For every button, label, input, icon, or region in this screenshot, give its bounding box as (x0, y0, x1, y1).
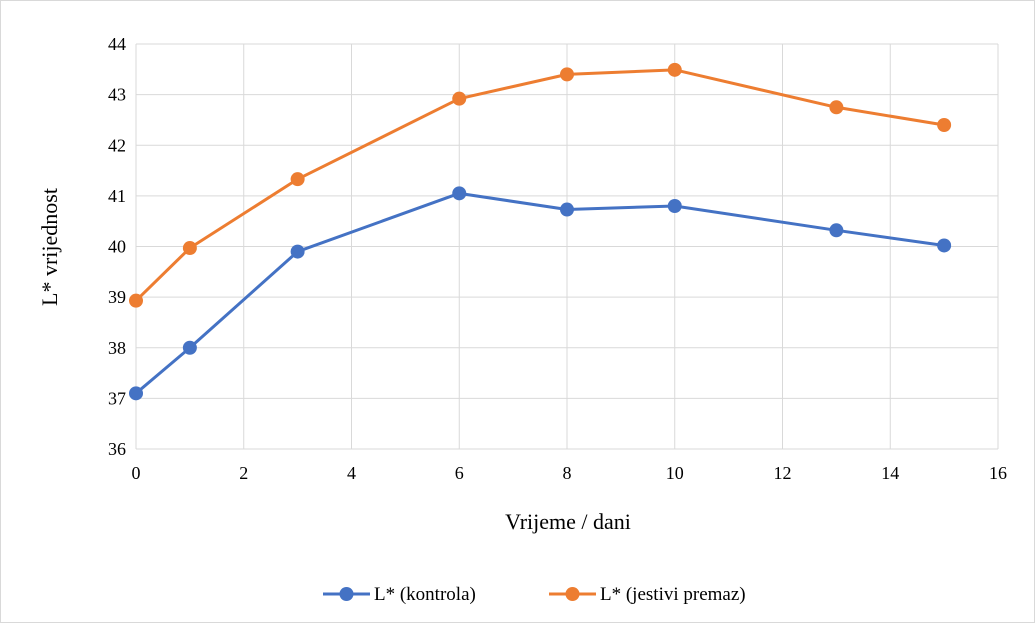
x-axis-title: Vrijeme / dani (505, 509, 631, 534)
data-point (452, 91, 467, 106)
data-point (129, 293, 143, 308)
data-point (829, 223, 844, 238)
x-tick-label: 6 (455, 463, 464, 483)
legend-marker (339, 587, 354, 601)
data-point (182, 241, 197, 256)
y-tick-label: 41 (108, 186, 126, 206)
x-tick-label: 0 (132, 463, 141, 483)
x-tick-label: 10 (666, 463, 684, 483)
x-tick-label: 16 (989, 463, 1007, 483)
data-point (452, 186, 467, 201)
series-group (129, 62, 952, 401)
x-axis-ticks: 0 2 4 6 8 10 12 14 16 (132, 463, 1008, 483)
gridlines (135, 43, 999, 450)
data-point (667, 199, 682, 213)
y-axis-title: L* vrijednost (37, 188, 62, 306)
y-tick-label: 40 (108, 237, 126, 257)
data-point (560, 202, 574, 217)
series-line (134, 68, 945, 302)
y-axis-ticks: 36 37 38 39 40 41 42 43 44 (108, 34, 126, 459)
legend-label: L* (jestivi premaz) (600, 584, 746, 605)
y-tick-label: 38 (108, 338, 126, 358)
y-tick-label: 37 (108, 388, 126, 408)
y-tick-label: 44 (108, 34, 126, 54)
legend-label: L* (kontrola) (374, 584, 476, 605)
x-tick-label: 12 (774, 463, 792, 483)
legend-entry: L* (jestivi premaz) (549, 584, 746, 605)
legend-marker (565, 587, 580, 601)
series-1 (129, 186, 952, 401)
x-tick-label: 4 (347, 463, 356, 483)
data-point (182, 340, 197, 355)
data-point (667, 62, 682, 77)
data-point (290, 244, 305, 259)
y-tick-label: 42 (108, 135, 126, 155)
data-point (560, 67, 574, 82)
y-tick-label: 39 (108, 287, 126, 307)
data-point (290, 172, 305, 187)
x-tick-label: 14 (881, 463, 899, 483)
y-tick-label: 36 (108, 439, 126, 459)
data-point (937, 118, 952, 132)
series-line (135, 191, 945, 395)
legend-entry: L* (kontrola) (323, 584, 476, 605)
x-tick-label: 8 (563, 463, 572, 483)
series-2 (129, 62, 952, 308)
legend: L* (kontrola) L* (jestivi premaz) (323, 584, 746, 605)
data-point (829, 100, 844, 115)
y-tick-label: 43 (108, 85, 126, 105)
data-point (937, 238, 952, 253)
data-point (129, 386, 143, 401)
x-tick-label: 2 (239, 463, 248, 483)
